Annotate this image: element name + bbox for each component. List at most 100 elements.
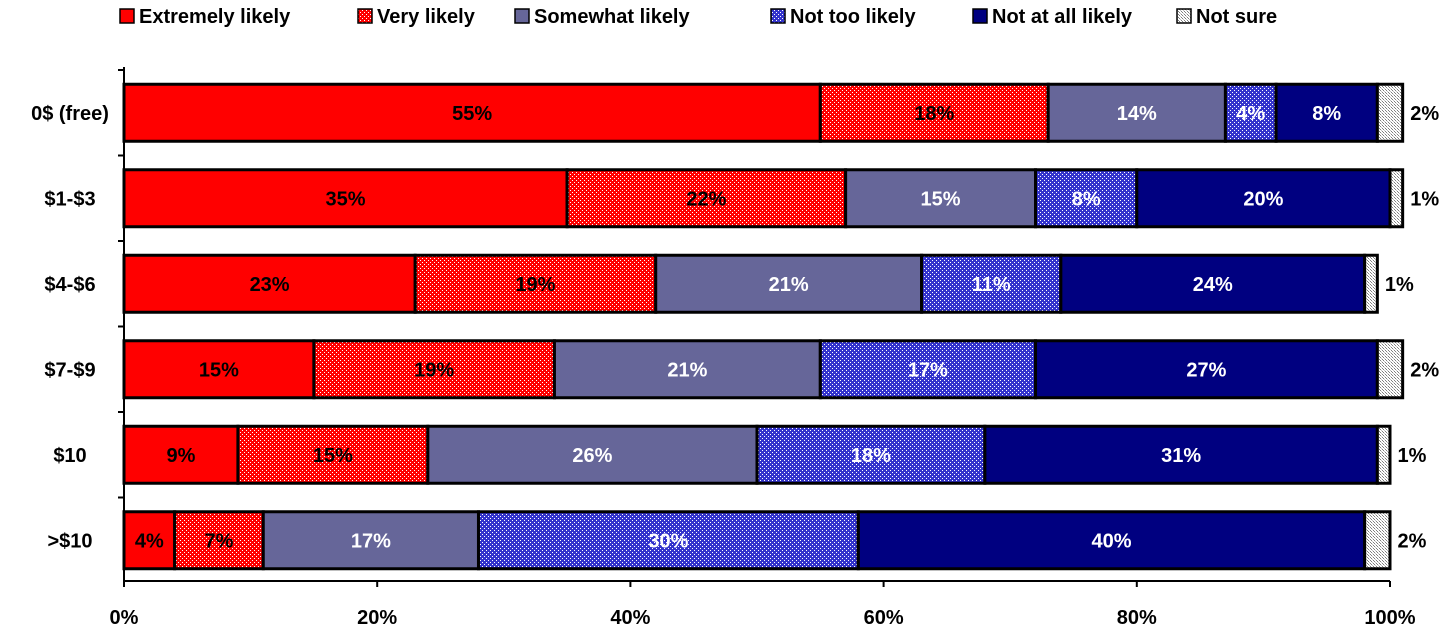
data-label: 1% [1385, 274, 1414, 296]
data-label: 27% [1186, 359, 1226, 381]
bar-segment-not-at-all-likely [1135, 168, 1392, 229]
x-tick-label: 0% [110, 607, 139, 629]
data-label: 18% [914, 103, 954, 125]
bar-segment-somewhat-likely [844, 168, 1038, 229]
legend-item-not-too-likely: Not too likely [770, 6, 916, 28]
category-label: $10 [53, 445, 86, 467]
legend-item-extremely-likely: Extremely likely [119, 6, 291, 28]
category-label: $4-$6 [44, 274, 95, 296]
data-label: 2% [1398, 530, 1427, 552]
data-label: 21% [769, 274, 809, 296]
legend-label-not-at-all-likely: Not at all likely [992, 6, 1133, 28]
legend-item-not-sure: Not sure [1176, 6, 1277, 28]
bar-row-4-6: $4-$6 23% 19% 21% 11% 24% 1% [44, 253, 1414, 314]
data-label: 11% [972, 274, 1011, 296]
bar-segment-somewhat-likely [1046, 82, 1227, 143]
bar-segment-somewhat-likely [654, 253, 924, 314]
axes: 0% 20% 40% 60% 80% 100% [110, 67, 1416, 629]
data-label: 35% [326, 188, 366, 210]
bar-segment-very-likely [173, 510, 265, 571]
legend-swatch-not-at-all-likely [972, 8, 988, 24]
category-label: $1-$3 [44, 188, 95, 210]
x-tick-label: 100% [1364, 607, 1415, 629]
data-label: 1% [1398, 445, 1427, 467]
legend-swatch-extremely-likely [119, 8, 135, 24]
data-label: 40% [1091, 530, 1131, 552]
legend-label-not-too-likely: Not too likely [790, 6, 916, 28]
bar-segment-extremely-likely [122, 168, 569, 229]
bar-segment-extremely-likely [122, 510, 177, 571]
legend-swatch-somewhat-likely [514, 8, 530, 24]
bar-segment-somewhat-likely [426, 424, 759, 485]
category-label: 0$ (free) [31, 103, 109, 125]
data-label: 17% [908, 359, 948, 381]
legend-label-very-likely: Very likely [377, 6, 476, 28]
data-label: 2% [1410, 359, 1439, 381]
legend-item-very-likely: Very likely [357, 6, 476, 28]
bar-segment-somewhat-likely [552, 339, 822, 400]
legend-label-not-sure: Not sure [1196, 6, 1277, 28]
bar-row-7-9: $7-$9 15% 19% 21% 17% 27% 2% [44, 339, 1439, 400]
legend-item-somewhat-likely: Somewhat likely [514, 6, 690, 28]
legend-label-somewhat-likely: Somewhat likely [534, 6, 690, 28]
data-label: 20% [1243, 188, 1283, 210]
bar-segment-not-sure [1363, 510, 1392, 571]
legend-item-not-at-all-likely: Not at all likely [972, 6, 1133, 28]
x-tick-label: 80% [1117, 607, 1157, 629]
data-label: 17% [351, 530, 391, 552]
x-tick-label: 60% [864, 607, 904, 629]
data-label: 15% [199, 359, 239, 381]
bar-segment-extremely-likely [122, 253, 417, 314]
data-label: 15% [313, 445, 353, 467]
bar-segment-not-sure [1388, 168, 1405, 229]
category-label: $7-$9 [44, 359, 95, 381]
x-tick-label: 20% [357, 607, 397, 629]
bar-segment-extremely-likely [122, 339, 316, 400]
bar-segment-very-likely [312, 339, 556, 400]
bar-segment-extremely-likely [122, 82, 822, 143]
data-label: 4% [1236, 103, 1265, 125]
bar-segment-very-likely [818, 82, 1050, 143]
bar-row-10: $10 9% 15% 26% 18% 31% 1% [53, 424, 1427, 485]
bar-segment-not-sure [1375, 82, 1405, 143]
data-label: 31% [1161, 445, 1201, 467]
data-label: 9% [167, 445, 196, 467]
data-label: 15% [921, 188, 961, 210]
data-label: 30% [648, 530, 688, 552]
data-label: 21% [667, 359, 707, 381]
data-label: 8% [1072, 188, 1101, 210]
legend-swatch-not-sure [1176, 8, 1192, 24]
bar-segment-very-likely [413, 253, 658, 314]
bar-segment-not-sure [1375, 424, 1392, 485]
bar-segment-not-too-likely [920, 253, 1063, 314]
data-label: 24% [1193, 274, 1233, 296]
data-label: 19% [414, 359, 454, 381]
legend-swatch-very-likely [357, 8, 373, 24]
bar-segment-not-too-likely [476, 510, 860, 571]
bar-segment-not-too-likely [818, 339, 1038, 400]
data-label: 2% [1410, 103, 1439, 125]
data-label: 26% [572, 445, 612, 467]
data-label: 23% [250, 274, 290, 296]
bar-segment-not-too-likely [1034, 168, 1139, 229]
data-label: 55% [452, 103, 492, 125]
bar-row-10: >$10 4% 7% 17% 30% 40% 2% [47, 510, 1427, 571]
data-label: 14% [1117, 103, 1157, 125]
bar-segment-not-sure [1363, 253, 1379, 314]
category-label: >$10 [47, 530, 92, 552]
bar-segment-not-sure [1375, 339, 1405, 400]
bar-row-1-3: $1-$3 35% 22% 15% 8% 20% 1% [44, 168, 1439, 229]
bar-segment-not-too-likely [1223, 82, 1278, 143]
x-tick-label: 40% [610, 607, 650, 629]
bar-segment-not-too-likely [755, 424, 987, 485]
data-label: 19% [515, 274, 555, 296]
legend-swatch-not-too-likely [770, 8, 786, 24]
data-label: 4% [135, 530, 164, 552]
data-label: 22% [686, 188, 726, 210]
data-label: 7% [204, 530, 233, 552]
data-label: 1% [1410, 188, 1439, 210]
data-label: 8% [1312, 103, 1341, 125]
bar-row-0-free: 0$ (free) 55% 18% 14% 4% 8% 2% [31, 82, 1439, 143]
